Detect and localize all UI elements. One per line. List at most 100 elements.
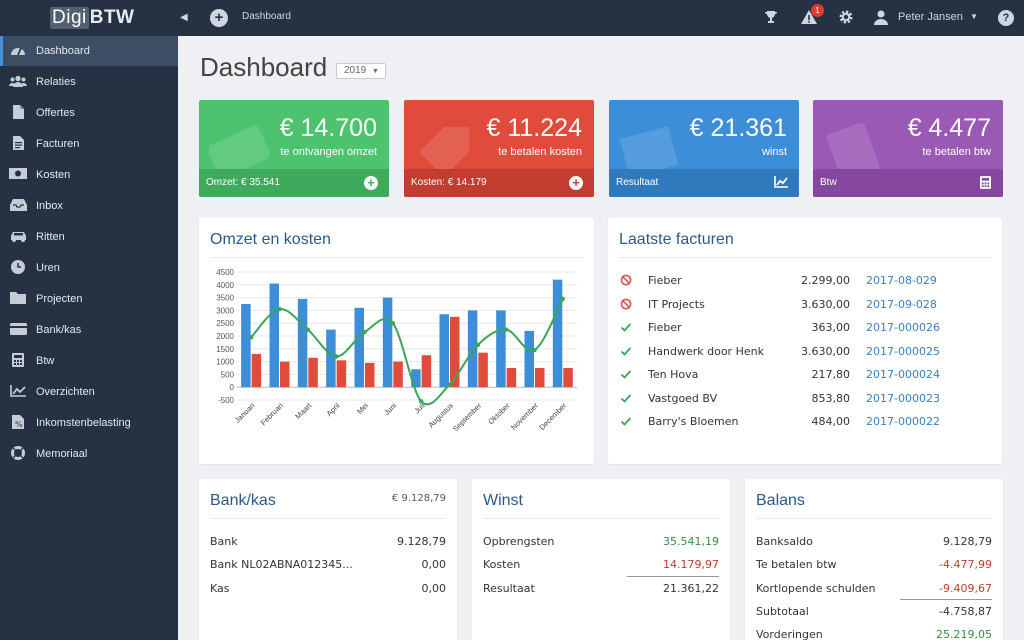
invoice-number-link[interactable]: 2017-08-029	[866, 274, 937, 287]
invoice-icon	[9, 135, 27, 153]
add-icon[interactable]: +	[210, 9, 228, 27]
sidebar-item-memoriaal[interactable]: Memoriaal	[0, 439, 178, 469]
sidebar-item-facturen[interactable]: Facturen	[0, 129, 178, 159]
balans-row: Subtotaal -4.758,87	[756, 603, 992, 621]
invoice-number-link[interactable]: 2017-000026	[866, 321, 940, 334]
sidebar-item-inbox[interactable]: Inbox	[0, 191, 178, 221]
breadcrumb[interactable]: Dashboard	[242, 11, 291, 22]
plus-circle-icon[interactable]: +	[364, 176, 378, 190]
kosten-bar	[280, 361, 290, 388]
app-logo[interactable]: Digi BTW	[50, 6, 135, 30]
money-icon	[9, 168, 27, 182]
stat-card-omzet[interactable]: € 14.700 te ontvangen omzet Omzet: € 35.…	[199, 100, 389, 197]
omzet-bar	[439, 314, 449, 388]
row-value: 0,00	[421, 558, 447, 571]
kosten-bar	[251, 353, 262, 388]
sidebar-item-offertes[interactable]: Offertes	[0, 98, 178, 128]
stat-footer[interactable]: Kosten: € 14.179 +	[404, 169, 594, 197]
omzet-bar	[354, 307, 364, 388]
bank-row[interactable]: Bank 9.128,79	[210, 533, 446, 551]
sidebar-item-dashboard[interactable]: Dashboard	[0, 36, 178, 66]
sidebar-item-ritten[interactable]: Ritten	[0, 222, 178, 252]
sidebar-item-label: Btw	[36, 355, 55, 367]
invoice-number-link[interactable]: 2017-000024	[866, 368, 940, 381]
invoice-number-link[interactable]: 2017-000022	[866, 415, 940, 428]
invoice-amount: 363,00	[811, 321, 851, 334]
x-tick-label: Februari	[259, 401, 285, 427]
omzet-bar	[269, 283, 279, 388]
sidebar-item-kosten[interactable]: Kosten	[0, 160, 178, 190]
bank-row[interactable]: Kas 0,00	[210, 580, 446, 598]
row-value: -4.758,87	[939, 605, 992, 618]
sidebar-item-btw[interactable]: Btw	[0, 346, 178, 376]
help-icon[interactable]: ?	[998, 10, 1014, 26]
invoice-row[interactable]: Fieber 363,00 2017-000026	[620, 319, 990, 337]
chart-icon	[9, 384, 27, 400]
bank-row[interactable]: Bank NL02ABNA012345... 0,00	[210, 556, 446, 574]
y-tick-label: 0	[230, 383, 235, 392]
stat-footer[interactable]: Omzet: € 35.541 +	[199, 169, 389, 197]
invoice-row[interactable]: Vastgoed BV 853,80 2017-000023	[620, 390, 990, 408]
invoice-number-link[interactable]: 2017-000025	[866, 344, 940, 358]
result-point	[248, 335, 254, 340]
user-name[interactable]: Peter Jansen	[898, 11, 963, 23]
panel-title: Laatste facturen	[619, 231, 734, 248]
stat-card-kosten[interactable]: € 11.224 te betalen kosten Kosten: € 14.…	[404, 100, 594, 197]
sidebar-item-relaties[interactable]: Relaties	[0, 67, 178, 97]
row-value: 9.128,79	[943, 535, 992, 548]
alert-icon[interactable]	[800, 9, 818, 27]
x-tick-label: April	[325, 401, 342, 418]
sum-line	[900, 599, 992, 600]
stat-card-winst[interactable]: € 21.361 winst Resultaat	[609, 100, 799, 197]
stat-footer-label: Btw	[820, 177, 837, 188]
omzet-kosten-chart: 4500 4000 3500 3000 2500 2000 1500 1000 500 0 -500…	[216, 268, 577, 433]
result-point	[418, 399, 424, 404]
year-select[interactable]: 2019 ▼	[336, 63, 386, 79]
y-tick-label: 3500	[216, 294, 234, 303]
calculator-icon[interactable]	[978, 176, 992, 190]
invoice-row[interactable]: Fieber 2.299,00 2017-08-029	[620, 272, 990, 290]
invoice-number-link[interactable]: 2017-000023	[866, 391, 940, 405]
tag-watermark-icon	[419, 127, 469, 177]
kosten-bar	[336, 360, 347, 388]
gear-icon[interactable]	[837, 9, 855, 27]
row-label: Kosten	[483, 558, 521, 571]
invoice-amount: 484,00	[811, 415, 851, 428]
sidebar-item-inkomstenbelasting[interactable]: % Inkomstenbelasting	[0, 408, 178, 438]
sidebar-item-projecten[interactable]: Projecten	[0, 284, 178, 314]
invoice-client: Barry's Bloemen	[648, 415, 739, 428]
sidebar-item-bank-kas[interactable]: Bank/kas	[0, 315, 178, 345]
stat-card-btw[interactable]: € 4.477 te betalen btw Btw	[813, 100, 1003, 197]
divider	[483, 518, 719, 519]
winst-panel: Winst Opbrengsten 35.541,19 Kosten 14.17…	[472, 479, 730, 640]
divider	[210, 518, 446, 519]
page-title: Dashboard	[200, 52, 328, 82]
invoice-amount: 3.630,00	[801, 344, 850, 358]
folder-icon	[9, 291, 27, 307]
stat-amount: € 11.224	[486, 114, 582, 142]
plus-circle-icon[interactable]: +	[569, 176, 583, 190]
trophy-icon[interactable]	[762, 9, 780, 27]
invoice-row[interactable]: IT Projects 3.630,00 2017-09-028	[620, 296, 990, 314]
balans-row: Banksaldo 9.128,79	[756, 533, 992, 551]
invoice-row[interactable]: Ten Hova 217,80 2017-000024	[620, 366, 990, 384]
row-label: Kortlopende schulden	[756, 582, 876, 595]
invoice-number-link[interactable]: 2017-09-028	[866, 297, 937, 311]
x-tick-label: Januari	[233, 401, 257, 425]
collapse-sidebar-icon[interactable]: ◀	[180, 12, 188, 23]
area-chart-icon[interactable]	[774, 176, 788, 190]
chevron-down-icon[interactable]: ▼	[970, 12, 978, 21]
invoice-row[interactable]: Barry's Bloemen 484,00 2017-000022	[620, 413, 990, 431]
stat-footer[interactable]: Resultaat	[609, 169, 799, 197]
sidebar-item-overzichten[interactable]: Overzichten	[0, 377, 178, 407]
check-icon	[620, 417, 632, 426]
divider	[619, 257, 991, 258]
y-tick-label: 1000	[216, 358, 234, 367]
sidebar-item-uren[interactable]: Uren	[0, 253, 178, 283]
inbox-icon	[9, 198, 27, 214]
user-icon[interactable]	[872, 9, 890, 27]
invoice-row[interactable]: Handwerk door Henk 3.630,00 2017-000025	[620, 343, 990, 361]
stat-footer[interactable]: Btw	[813, 169, 1003, 197]
check-icon	[620, 393, 632, 403]
kosten-bar	[421, 355, 432, 388]
